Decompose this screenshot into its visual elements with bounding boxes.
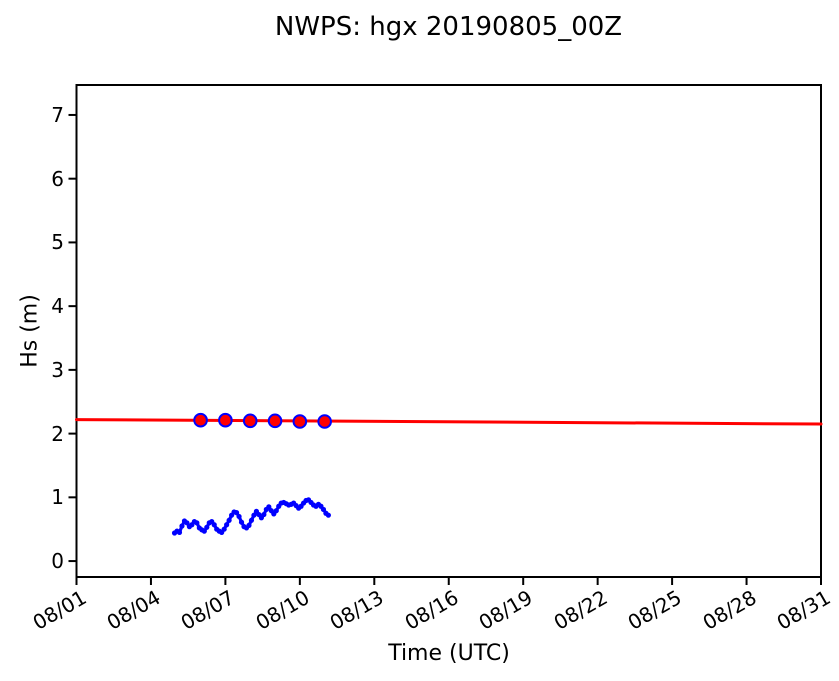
observation-point xyxy=(248,517,255,523)
observation-point xyxy=(176,529,183,535)
observation-point xyxy=(201,528,207,534)
observation-point xyxy=(325,512,331,518)
chart-title: NWPS: hgx 20190805_00Z xyxy=(274,12,623,42)
forecast-point-marker xyxy=(292,414,308,429)
observation-point xyxy=(320,506,327,513)
observation-point xyxy=(204,524,210,530)
forecast-point-marker xyxy=(193,412,208,428)
observation-point xyxy=(238,519,245,525)
forecast-line xyxy=(75,418,823,426)
observation-point xyxy=(224,522,230,528)
observation-point xyxy=(236,513,242,520)
observation-point xyxy=(233,510,240,516)
y-tick-label: 0 xyxy=(51,549,64,574)
y-tick-label: 7 xyxy=(51,102,64,127)
observation-point xyxy=(251,512,257,518)
observation-point xyxy=(226,517,232,523)
y-tick-label: 2 xyxy=(51,421,64,446)
observation-point xyxy=(221,526,227,532)
forecast-point-marker xyxy=(218,412,233,428)
observation-point xyxy=(194,520,200,526)
y-tick-label: 4 xyxy=(51,294,64,319)
observation-point xyxy=(273,508,279,514)
forecast-point-marker xyxy=(267,413,283,429)
y-tick-label: 6 xyxy=(51,166,64,191)
observation-point xyxy=(211,522,217,528)
observation-point xyxy=(261,511,267,518)
y-tick-label: 1 xyxy=(51,485,64,510)
forecast-point-marker xyxy=(317,414,332,429)
x-axis-label: Time (UTC) xyxy=(388,641,510,666)
y-tick-label: 5 xyxy=(51,230,64,255)
observation-point xyxy=(266,504,272,510)
y-tick-label: 3 xyxy=(51,357,64,382)
observation-point xyxy=(184,520,190,526)
axes-spines xyxy=(75,84,822,578)
observation-point xyxy=(246,522,252,528)
forecast-point-marker xyxy=(242,413,258,429)
observation-point xyxy=(179,523,185,529)
